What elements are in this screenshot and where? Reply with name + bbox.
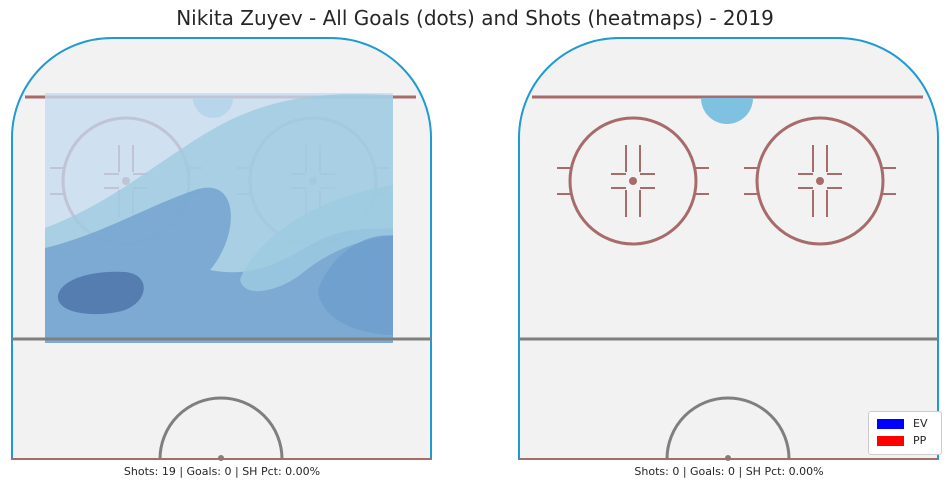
rink-left-center-circle xyxy=(158,396,284,460)
rink-right-boards xyxy=(517,37,940,460)
rink-right-center-circle xyxy=(665,396,791,460)
stats-left: Shots: 19 | Goals: 0 | SH Pct: 0.00% xyxy=(123,465,321,478)
stats-right: Shots: 0 | Goals: 0 | SH Pct: 0.00% xyxy=(634,465,824,478)
rink-left xyxy=(10,37,433,461)
chart-title: Nikita Zuyev - All Goals (dots) and Shot… xyxy=(176,6,774,30)
legend-label-ev: EV xyxy=(913,417,928,430)
legend-label-pp: PP xyxy=(913,434,927,447)
rink-right-faceoff-circle-left xyxy=(557,116,709,246)
legend-swatch-pp xyxy=(877,436,904,446)
rink-right-goal-crease xyxy=(701,98,753,124)
rink-right xyxy=(517,37,940,461)
legend: EV PP xyxy=(868,411,942,455)
rink-left-shot-heatmap xyxy=(45,93,393,343)
legend-swatch-ev xyxy=(877,419,904,429)
rink-right-faceoff-circle-right xyxy=(744,116,896,246)
